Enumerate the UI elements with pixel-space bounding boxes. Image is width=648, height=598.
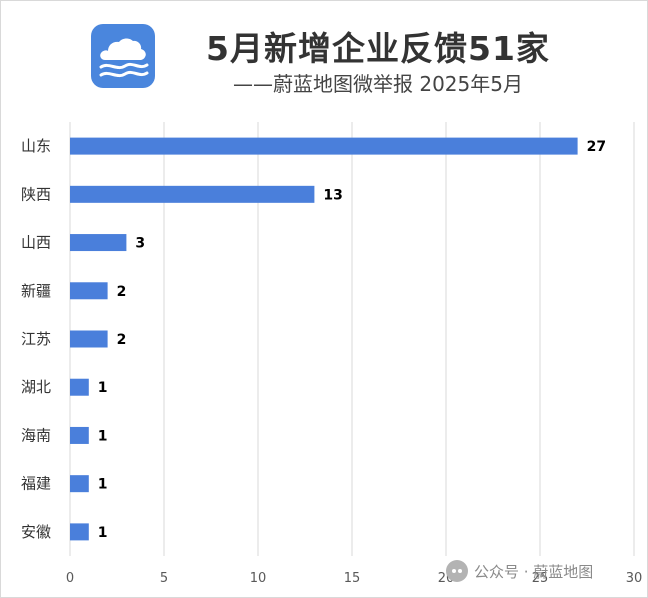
bar (70, 378, 89, 396)
x-tick-label: 10 (250, 571, 267, 586)
bar (70, 185, 315, 203)
x-tick-label: 30 (626, 571, 643, 586)
data-label: 3 (135, 236, 145, 252)
category-label: 山东 (21, 137, 51, 155)
watermark: 公众号 · 蔚蓝地图 (446, 559, 593, 583)
x-tick-label: 0 (66, 571, 74, 586)
category-label: 海南 (21, 426, 51, 444)
x-tick-label: 25 (532, 571, 549, 586)
category-label: 陕西 (21, 185, 51, 203)
data-label: 2 (117, 284, 127, 300)
bar (70, 330, 108, 348)
bar (70, 426, 89, 444)
category-label: 新疆 (21, 282, 51, 300)
bar (70, 137, 578, 155)
category-label: 江苏 (21, 330, 51, 348)
data-label: 13 (323, 187, 342, 203)
bar (70, 282, 108, 300)
data-label: 1 (98, 525, 108, 541)
data-label: 1 (98, 380, 108, 396)
data-label: 2 (117, 332, 127, 348)
watermark-text: 公众号 · 蔚蓝地图 (474, 562, 594, 581)
chart-subtitle: ——蔚蓝地图微举报 2025年5月 (233, 72, 523, 96)
logo (91, 24, 155, 88)
category-label: 山西 (21, 234, 51, 252)
x-tick-label: 15 (344, 571, 361, 586)
category-label: 福建 (21, 475, 51, 493)
category-label: 安徽 (21, 523, 51, 541)
data-label: 1 (98, 428, 108, 444)
wechat-icon (446, 560, 468, 582)
bar (70, 475, 89, 493)
data-label: 1 (98, 477, 108, 493)
bar (70, 523, 89, 541)
chart-title: 5月新增企业反馈51家 (206, 29, 550, 68)
bar (70, 234, 127, 252)
cloud-wave-icon (99, 38, 149, 78)
data-label: 27 (587, 139, 606, 155)
x-tick-label: 5 (160, 571, 168, 586)
category-label: 湖北 (21, 378, 51, 396)
